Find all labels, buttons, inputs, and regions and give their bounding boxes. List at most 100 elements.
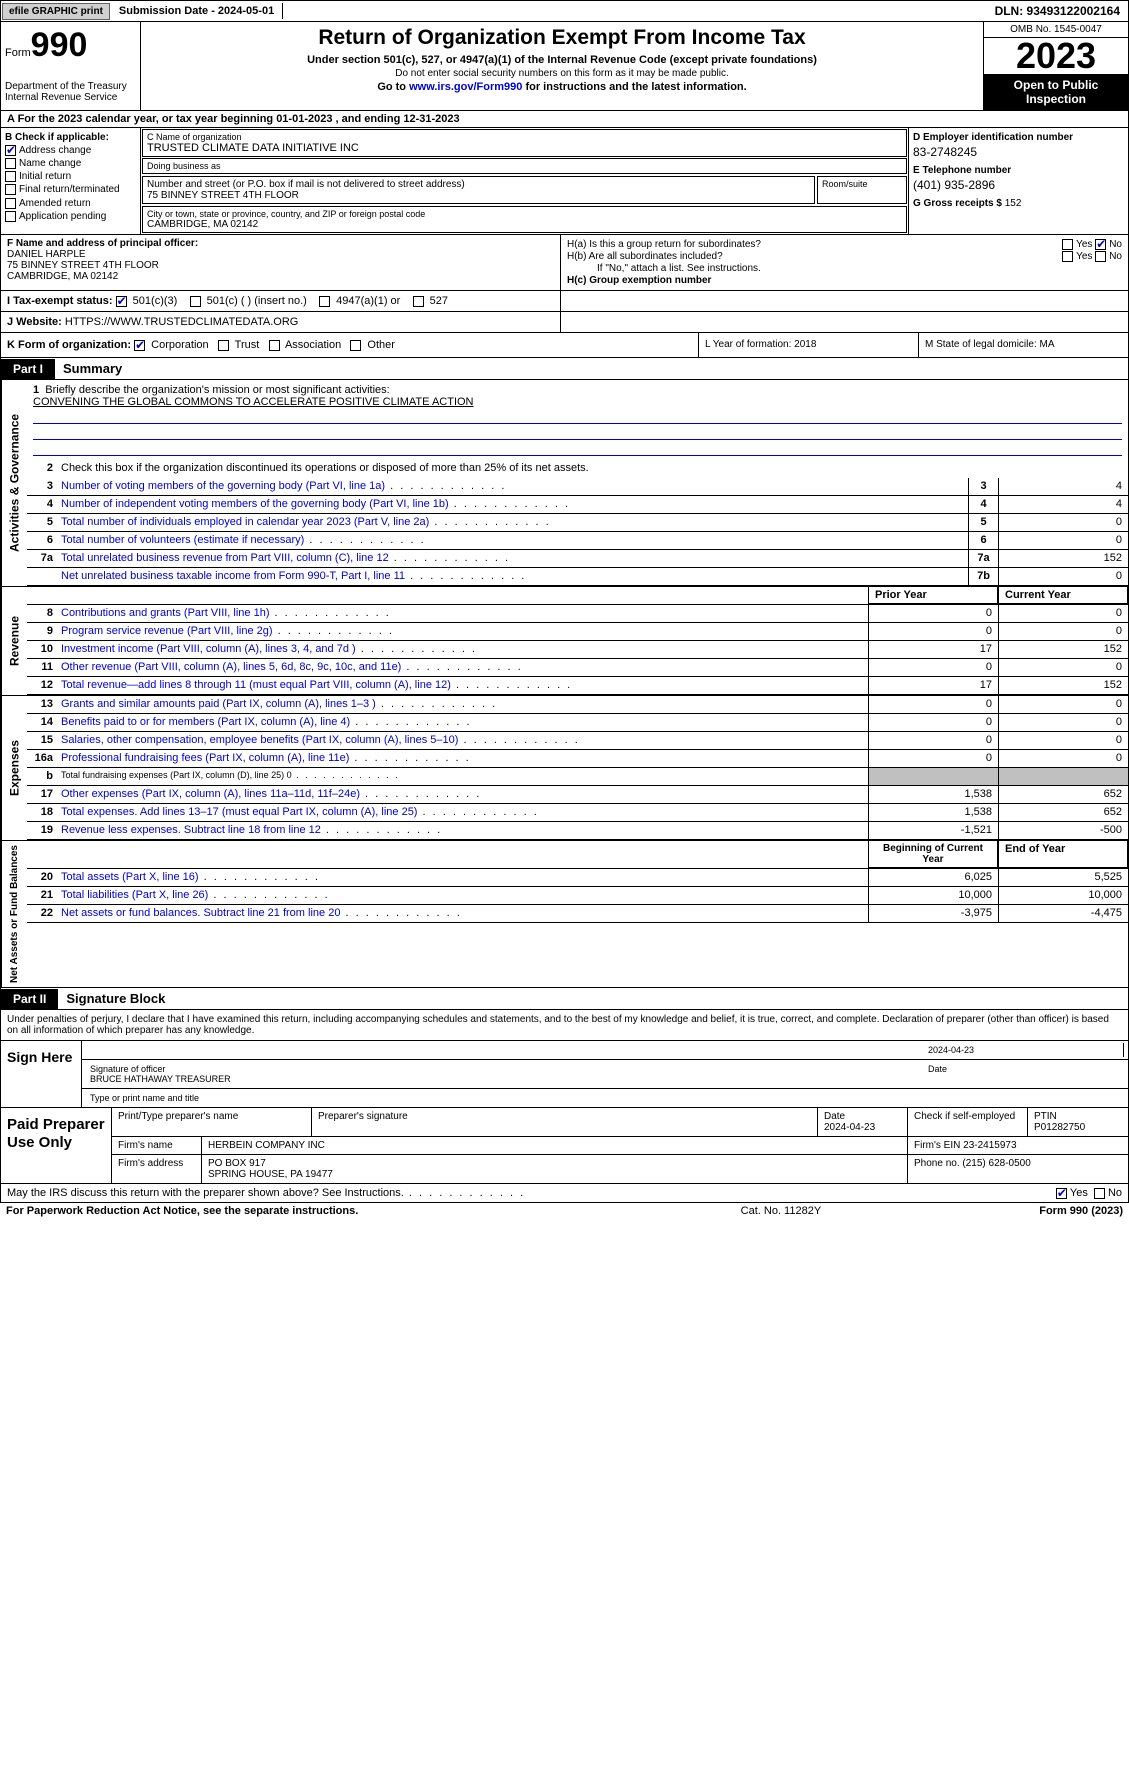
sign-here-label: Sign Here — [1, 1041, 81, 1107]
officer-addr2: CAMBRIDGE, MA 02142 — [7, 271, 554, 282]
prep-date: 2024-04-23 — [824, 1122, 875, 1133]
date-label: Date — [924, 1062, 1124, 1086]
colb-checkbox[interactable]: Application pending — [5, 211, 136, 222]
form-label: Form — [5, 47, 31, 59]
col-b-label: B Check if applicable: — [5, 132, 136, 143]
name-label: C Name of organization — [147, 132, 902, 142]
colb-checkbox[interactable]: Final return/terminated — [5, 184, 136, 195]
form-number: 990 — [31, 26, 88, 64]
phone-label: E Telephone number — [913, 165, 1124, 176]
gov-line: Total number of volunteers (estimate if … — [57, 532, 968, 549]
form-org-checkbox[interactable] — [218, 340, 229, 351]
submission-date: Submission Date - 2024-05-01 — [111, 3, 283, 19]
col-d: D Employer identification number83-27482… — [908, 128, 1128, 234]
colb-checkbox[interactable]: Amended return — [5, 198, 136, 209]
footer-line: For Paperwork Reduction Act Notice, see … — [0, 1203, 1129, 1219]
subtitle-3: Go to www.irs.gov/Form990 for instructio… — [145, 81, 979, 93]
mission-label: Briefly describe the organization's miss… — [45, 384, 389, 396]
officer-addr1: 75 BINNEY STREET 4TH FLOOR — [7, 260, 554, 271]
open-public: Open to Public Inspection — [984, 74, 1128, 110]
dept-label: Department of the Treasury Internal Reve… — [5, 81, 136, 103]
colb-checkbox[interactable]: Initial return — [5, 171, 136, 182]
exp-line: Professional fundraising fees (Part IX, … — [57, 750, 868, 767]
summary-governance: Activities & Governance 1 Briefly descri… — [0, 380, 1129, 587]
subtitle-2: Do not enter social security numbers on … — [145, 68, 979, 79]
discuss-yes[interactable] — [1056, 1188, 1067, 1199]
form-org-checkbox[interactable] — [350, 340, 361, 351]
part-i-title: Summary — [55, 358, 130, 379]
state-domicile: M State of legal domicile: MA — [918, 333, 1128, 357]
ha-yes[interactable] — [1062, 239, 1073, 250]
part-ii-title: Signature Block — [58, 988, 173, 1009]
firm-ein: 23-2415973 — [963, 1140, 1016, 1151]
cat-no: Cat. No. 11282Y — [523, 1205, 1040, 1217]
tax-status-checkbox[interactable] — [319, 296, 330, 307]
hb-yes[interactable] — [1062, 251, 1073, 262]
street-label: Number and street (or P.O. box if mail i… — [147, 179, 810, 190]
city-value: CAMBRIDGE, MA 02142 — [147, 219, 902, 230]
ha-label: H(a) Is this a group return for subordin… — [567, 239, 1062, 250]
rev-line: Investment income (Part VIII, column (A)… — [57, 641, 868, 658]
tax-exempt-label: I Tax-exempt status: — [7, 295, 113, 307]
dba-label: Doing business as — [147, 161, 902, 171]
form-org-checkbox[interactable] — [134, 340, 145, 351]
firm-addr1: PO BOX 917 — [208, 1158, 266, 1169]
form-header: Form990 Department of the Treasury Inter… — [0, 22, 1129, 111]
room-label: Room/suite — [822, 179, 902, 189]
prep-sig-label: Preparer's signature — [312, 1108, 818, 1136]
ha-no[interactable] — [1095, 239, 1106, 250]
signature-intro: Under penalties of perjury, I declare th… — [0, 1010, 1129, 1040]
part-i-header: Part I Summary — [0, 358, 1129, 380]
street-value: 75 BINNEY STREET 4TH FLOOR — [147, 190, 810, 201]
exp-line: Other expenses (Part IX, column (A), lin… — [57, 786, 868, 803]
hb-label: H(b) Are all subordinates included? — [567, 251, 1062, 262]
tax-status-checkbox[interactable] — [116, 296, 127, 307]
firm-name: HERBEIN COMPANY INC — [202, 1137, 908, 1154]
gov-line: Number of independent voting members of … — [57, 496, 968, 513]
rev-line: Total revenue—add lines 8 through 11 (mu… — [57, 677, 868, 694]
net-line: Total assets (Part X, line 16) — [57, 869, 868, 886]
gov-line: Total number of individuals employed in … — [57, 514, 968, 531]
hc-label: H(c) Group exemption number — [567, 275, 1122, 286]
rev-line: Contributions and grants (Part VIII, lin… — [57, 605, 868, 622]
mission-num: 1 — [33, 384, 39, 396]
sign-date: 2024-04-23 — [928, 1045, 974, 1055]
paid-label: Paid Preparer Use Only — [1, 1108, 111, 1183]
rev-line: Other revenue (Part VIII, column (A), li… — [57, 659, 868, 676]
summary-netassets: Net Assets or Fund Balances Beginning of… — [0, 841, 1129, 988]
efile-button[interactable]: efile GRAPHIC print — [2, 3, 110, 20]
summary-revenue: Revenue Prior YearCurrent Year 8Contribu… — [0, 587, 1129, 696]
vlabel-governance: Activities & Governance — [1, 380, 27, 586]
current-year-hdr: Current Year — [998, 587, 1128, 604]
exp-line: Grants and similar amounts paid (Part IX… — [57, 696, 868, 713]
colb-checkbox[interactable]: Name change — [5, 158, 136, 169]
form-title: Return of Organization Exempt From Incom… — [145, 26, 979, 50]
subtitle-1: Under section 501(c), 527, or 4947(a)(1)… — [145, 54, 979, 66]
exp-line: Revenue less expenses. Subtract line 18 … — [57, 822, 868, 839]
form-org-label: K Form of organization: — [7, 339, 131, 351]
summary-expenses: Expenses 13Grants and similar amounts pa… — [0, 696, 1129, 841]
top-bar: efile GRAPHIC print Submission Date - 20… — [0, 0, 1129, 22]
section-bcd: B Check if applicable: Address change Nam… — [0, 128, 1129, 234]
hb-no[interactable] — [1095, 251, 1106, 262]
prior-year-hdr: Prior Year — [868, 587, 998, 604]
year-formation: L Year of formation: 2018 — [698, 333, 918, 357]
row-fh: F Name and address of principal officer:… — [0, 234, 1129, 291]
firm-addr2: SPRING HOUSE, PA 19477 — [208, 1169, 333, 1180]
discuss-no[interactable] — [1094, 1188, 1105, 1199]
gross-value: 152 — [1005, 198, 1022, 209]
tax-status-checkbox[interactable] — [413, 296, 424, 307]
form-org-checkbox[interactable] — [269, 340, 280, 351]
irs-link[interactable]: www.irs.gov/Form990 — [409, 81, 522, 93]
part-i-num: Part I — [1, 359, 55, 379]
tax-status-checkbox[interactable] — [190, 296, 201, 307]
gov-line: Total unrelated business revenue from Pa… — [57, 550, 968, 567]
begin-year-hdr: Beginning of Current Year — [868, 841, 998, 868]
firm-addr-label: Firm's address — [112, 1155, 202, 1183]
hb-note: If "No," attach a list. See instructions… — [567, 263, 1122, 274]
ptin-value: P01282750 — [1034, 1122, 1085, 1133]
colb-checkbox[interactable]: Address change — [5, 145, 136, 156]
exp-line: Total fundraising expenses (Part IX, col… — [57, 768, 868, 785]
row-j: J Website: HTTPS://WWW.TRUSTEDCLIMATEDAT… — [0, 312, 1129, 333]
ein-label: D Employer identification number — [913, 132, 1124, 143]
